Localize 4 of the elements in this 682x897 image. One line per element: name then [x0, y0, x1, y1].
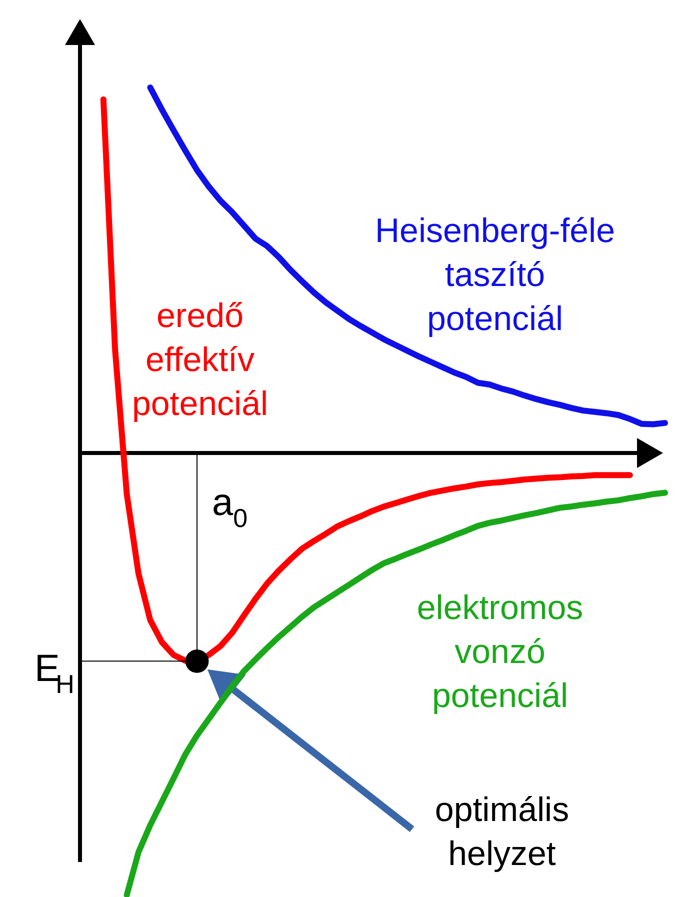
series-label: eredő effektív potenciál: [132, 297, 268, 423]
series-label: Heisenberg-féle taszító potenciál: [374, 212, 616, 338]
series-label: elektromos vonzó potenciál: [416, 589, 584, 715]
annotation: optimális helyzet: [434, 791, 570, 874]
